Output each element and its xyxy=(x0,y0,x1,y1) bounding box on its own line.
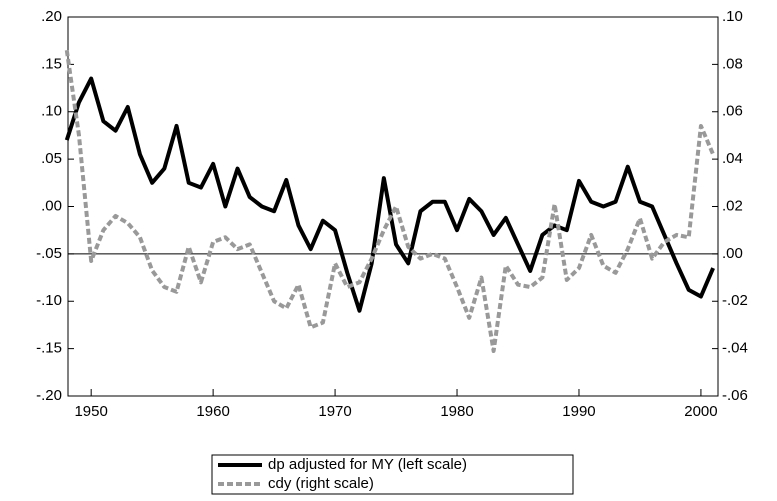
legend-label: dp adjusted for MY (left scale) xyxy=(268,456,467,473)
y2-tick-label: .10 xyxy=(722,8,743,25)
x-tick-label: 1950 xyxy=(74,403,107,420)
y2-tick-label: .08 xyxy=(722,55,743,72)
y-tick-label: .00 xyxy=(41,197,62,214)
series-line xyxy=(64,76,715,313)
y2-tick-label: .04 xyxy=(722,150,743,167)
y-tick-label: -.20 xyxy=(36,387,62,404)
y-tick-label: .20 xyxy=(41,8,62,25)
y2-tick-label: .06 xyxy=(722,103,743,120)
x-tick-label: 1980 xyxy=(440,403,473,420)
y-tick-label: -.05 xyxy=(36,245,62,262)
x-tick-label: 2000 xyxy=(684,403,717,420)
x-tick-label: 1970 xyxy=(318,403,351,420)
y2-tick-label: -.04 xyxy=(722,340,748,357)
y-tick-label: .05 xyxy=(41,150,62,167)
y-tick-label: -.15 xyxy=(36,340,62,357)
y-tick-label: .15 xyxy=(41,55,62,72)
plot-frame xyxy=(67,16,719,397)
series-line xyxy=(64,49,715,353)
y-tick-label: -.10 xyxy=(36,292,62,309)
y-tick-label: .10 xyxy=(41,103,62,120)
legend-label: cdy (right scale) xyxy=(268,475,374,492)
x-tick-label: 1960 xyxy=(196,403,229,420)
x-tick-label: 1990 xyxy=(562,403,595,420)
y2-tick-label: .02 xyxy=(722,197,743,214)
y2-tick-label: -.02 xyxy=(722,292,748,309)
y2-tick-label: .00 xyxy=(722,245,743,262)
legend-box xyxy=(211,454,574,495)
y2-tick-label: -.06 xyxy=(722,387,748,404)
